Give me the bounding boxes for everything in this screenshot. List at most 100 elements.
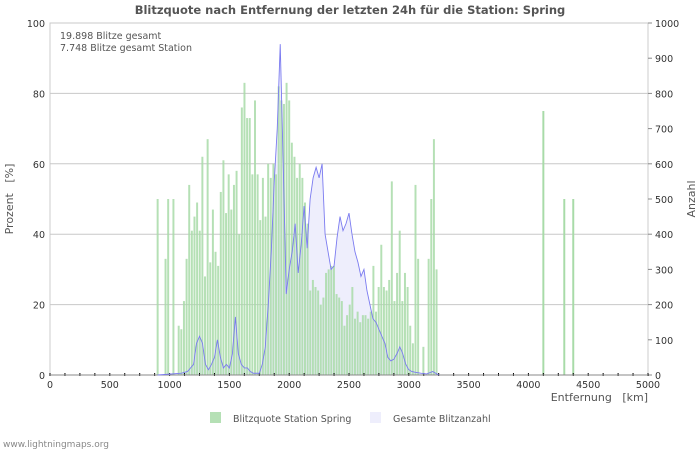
bar	[172, 199, 175, 375]
bar	[204, 276, 206, 375]
x-tick-label: 1500	[217, 380, 241, 391]
x-tick-label: 2500	[337, 380, 361, 391]
bar	[409, 325, 412, 375]
bar	[254, 100, 256, 375]
x-tick-label: 5000	[636, 380, 660, 391]
legend-swatch-total	[370, 412, 381, 423]
bar	[201, 156, 204, 375]
bar	[288, 100, 291, 375]
bar	[375, 311, 378, 375]
bar	[301, 177, 304, 375]
bar	[264, 216, 267, 375]
bar	[164, 258, 167, 375]
bar	[390, 181, 393, 375]
x-tick-label: 3500	[457, 380, 481, 391]
bar	[403, 272, 406, 375]
bar	[222, 160, 225, 375]
bar	[209, 262, 212, 375]
y-tick-label: 0	[39, 371, 45, 382]
bar	[219, 191, 222, 375]
x-tick-label: 1000	[158, 380, 182, 391]
bar	[280, 100, 283, 375]
bar	[369, 311, 372, 375]
bar	[243, 82, 246, 375]
bar	[396, 272, 399, 375]
bar	[385, 290, 388, 375]
bar	[227, 174, 230, 375]
bar	[248, 118, 251, 375]
footer-link[interactable]: www.lightningmaps.org	[3, 440, 109, 450]
bar	[330, 265, 333, 375]
bar	[338, 297, 341, 375]
bar	[377, 287, 380, 375]
bar	[332, 265, 335, 375]
bar	[180, 329, 183, 375]
bar	[267, 163, 270, 375]
total-count-line	[157, 44, 439, 376]
bar	[572, 199, 575, 375]
bar	[177, 325, 180, 375]
bar	[542, 111, 545, 375]
bar	[367, 318, 370, 375]
bar	[432, 139, 435, 375]
bar-series	[156, 82, 575, 376]
bar	[214, 251, 217, 375]
y-axis-label: Prozent [%]	[3, 164, 16, 235]
bar	[282, 103, 285, 376]
y-tick-label: 80	[33, 89, 45, 100]
bar	[414, 184, 417, 375]
bar	[240, 107, 243, 375]
bar	[348, 304, 351, 375]
y2-tick-label: 400	[655, 230, 673, 241]
y2-tick-label: 100	[655, 336, 673, 347]
bar	[430, 199, 433, 375]
bar	[298, 163, 301, 375]
bar	[196, 202, 199, 375]
bar	[306, 223, 309, 375]
bar	[353, 318, 356, 375]
bar	[259, 220, 262, 375]
bar	[256, 174, 259, 375]
chart-title: Blitzquote nach Entfernung der letzten 2…	[135, 3, 566, 17]
bar	[563, 199, 566, 375]
bar	[393, 301, 396, 375]
y2-tick-label: 800	[655, 89, 673, 100]
bar	[246, 118, 249, 375]
bar	[230, 209, 233, 375]
x-axis-label: Entfernung [km]	[551, 391, 648, 404]
bar	[359, 322, 362, 375]
legend-label-station: Blitzquote Station Spring	[233, 414, 351, 425]
y2-tick-label: 600	[655, 160, 673, 171]
bar	[346, 315, 349, 375]
total-area-series	[157, 44, 439, 376]
bar	[317, 290, 320, 375]
total-area-fill	[157, 44, 439, 376]
bar	[401, 301, 404, 375]
bar	[206, 139, 209, 375]
bar	[309, 290, 312, 375]
bar	[372, 265, 375, 375]
bar	[185, 258, 188, 375]
bar	[311, 279, 314, 375]
bar	[325, 272, 328, 375]
bar	[343, 325, 346, 375]
bar	[272, 163, 275, 375]
bar	[167, 199, 170, 375]
y2-tick-label: 700	[655, 125, 673, 136]
bar	[319, 304, 322, 375]
bar	[188, 184, 191, 375]
y2-tick-label: 900	[655, 54, 673, 65]
bar	[190, 230, 193, 375]
y2-tick-label: 1000	[655, 19, 679, 30]
bar	[285, 82, 288, 375]
bar	[235, 170, 238, 375]
bar	[261, 177, 264, 375]
bar	[427, 258, 430, 375]
y2-tick-label: 300	[655, 265, 673, 276]
bar	[314, 287, 317, 375]
bar	[293, 156, 296, 375]
bar	[380, 244, 383, 375]
y2-tick-label: 500	[655, 195, 673, 206]
x-tick-label: 0	[47, 380, 53, 391]
bar	[411, 343, 414, 375]
